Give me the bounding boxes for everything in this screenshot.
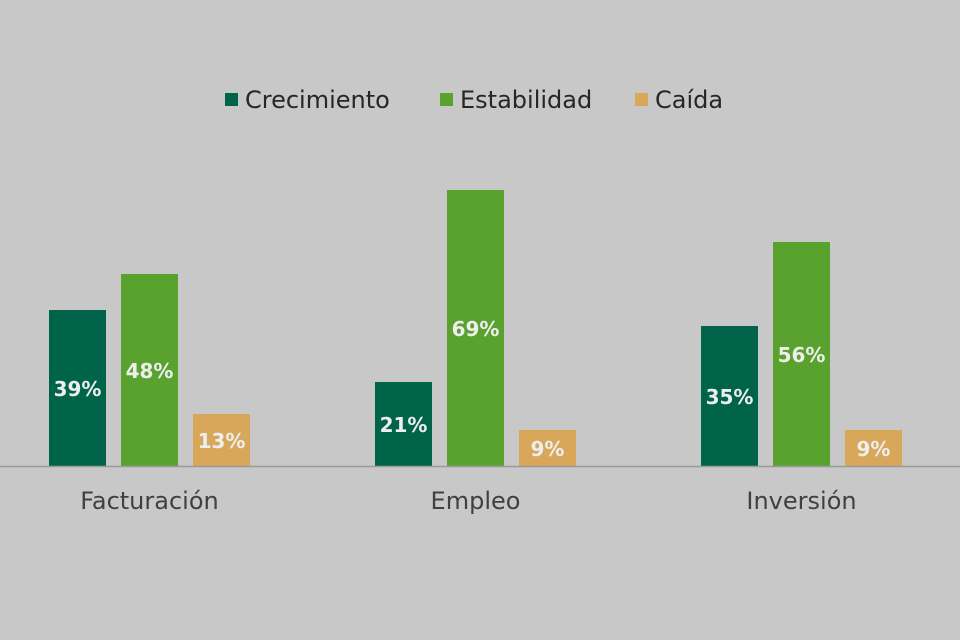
- bar-value-label-1-1: 69%: [452, 317, 500, 341]
- bar-value-label-0-0: 39%: [54, 377, 102, 401]
- bar-value-label-1-0: 48%: [126, 359, 174, 383]
- bar-2-2: [845, 430, 902, 466]
- bar-1-1: [447, 190, 504, 466]
- bar-value-label-0-2: 35%: [706, 385, 754, 409]
- bar-value-label-2-2: 9%: [857, 437, 891, 461]
- category-label-1: Empleo: [431, 487, 521, 515]
- legend-label-2: Caída: [655, 86, 723, 114]
- bar-value-label-0-1: 21%: [380, 413, 428, 437]
- bar-2-1: [519, 430, 576, 466]
- bar-value-label-1-2: 56%: [778, 343, 826, 367]
- legend-label-0: Crecimiento: [245, 86, 390, 114]
- category-labels: Facturación Empleo Inversión: [80, 487, 856, 515]
- bar-0-0: [49, 310, 106, 466]
- bar-1-2: [773, 242, 830, 466]
- legend-swatch-0: [225, 93, 238, 106]
- bar-2-0: [193, 414, 250, 466]
- bar-value-label-2-0: 13%: [198, 429, 246, 453]
- legend: Crecimiento Estabilidad Caída: [225, 86, 723, 114]
- bar-1-0: [121, 274, 178, 466]
- category-label-2: Inversión: [746, 487, 856, 515]
- legend-label-1: Estabilidad: [460, 86, 592, 114]
- bar-0-1: [375, 382, 432, 466]
- category-label-0: Facturación: [80, 487, 218, 515]
- bar-0-2: [701, 326, 758, 466]
- legend-swatch-2: [635, 93, 648, 106]
- legend-swatch-1: [440, 93, 453, 106]
- bar-value-label-2-1: 9%: [531, 437, 565, 461]
- bars: 39% 48% 13% 21% 69% 9% 35% 56% 9%: [49, 190, 902, 466]
